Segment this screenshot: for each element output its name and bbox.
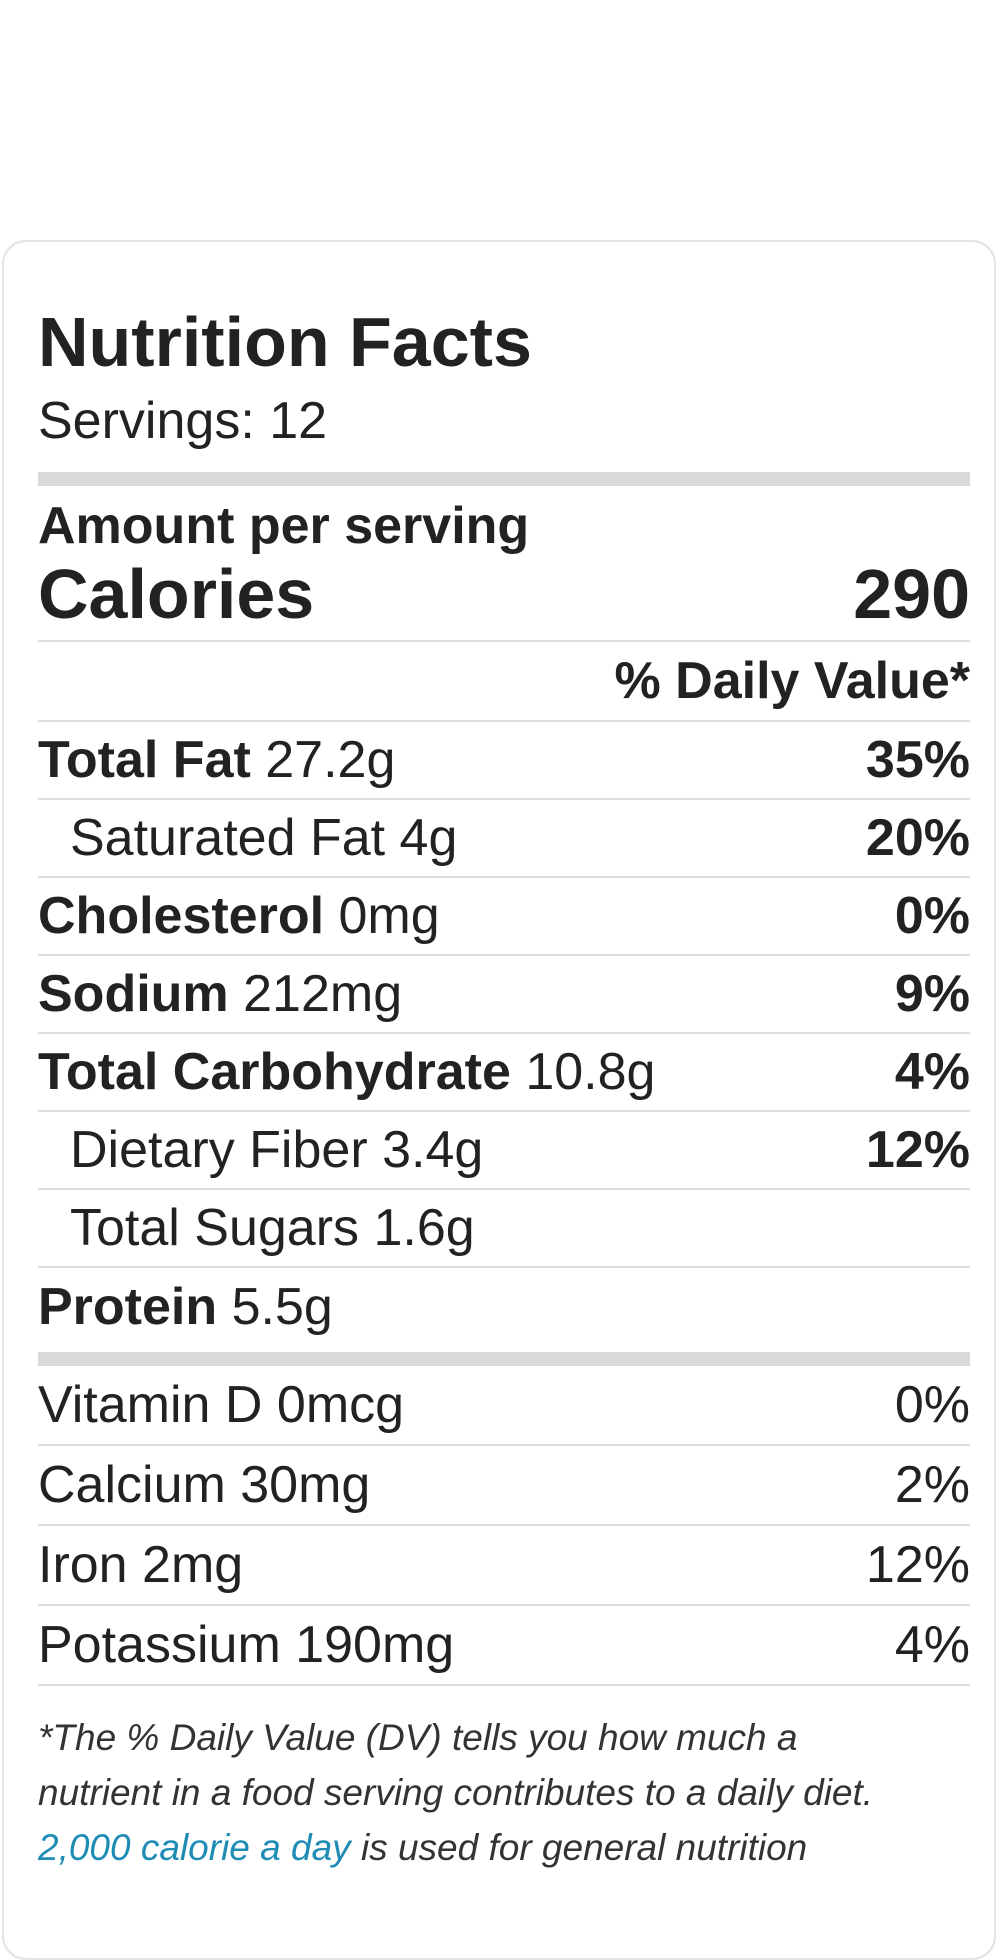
vitamin-pct: 0% bbox=[894, 1376, 970, 1434]
vitamin-row-calcium: Calcium 30mg 2% bbox=[38, 1446, 970, 1526]
vitamin-pct: 12% bbox=[865, 1536, 970, 1594]
calories-row: Calories 290 bbox=[38, 554, 970, 634]
divider bbox=[38, 640, 970, 642]
nutrient-amount: 10.8g bbox=[525, 1043, 656, 1101]
nutrient-row-dietary-fiber: Dietary Fiber 3.4g 12% bbox=[38, 1112, 970, 1190]
footnote: *The % Daily Value (DV) tells you how mu… bbox=[38, 1710, 970, 1875]
vitamin-label: Potassium 190mg bbox=[38, 1616, 455, 1674]
nutrient-row-sodium: Sodium 212mg 9% bbox=[38, 956, 970, 1034]
nutrient-row-total-fat: Total Fat 27.2g 35% bbox=[38, 722, 970, 800]
nutrient-label: Sodium bbox=[38, 965, 229, 1023]
nutrient-amount: 4g bbox=[399, 809, 458, 867]
nutrient-pct: 9% bbox=[894, 965, 970, 1023]
vitamin-row-potassium: Potassium 190mg 4% bbox=[38, 1606, 970, 1686]
vitamin-label: Vitamin D 0mcg bbox=[38, 1376, 405, 1434]
nutrient-pct: 35% bbox=[865, 731, 970, 789]
nutrient-row-saturated-fat: Saturated Fat 4g 20% bbox=[38, 800, 970, 878]
footnote-line-3: 2,000 calorie a day is used for general … bbox=[38, 1820, 970, 1875]
vitamin-row-vitamin-d: Vitamin D 0mcg 0% bbox=[38, 1366, 970, 1446]
nutrient-row-total-sugars: Total Sugars 1.6g bbox=[38, 1190, 970, 1268]
vitamin-row-iron: Iron 2mg 12% bbox=[38, 1526, 970, 1606]
vitamin-pct: 4% bbox=[894, 1616, 970, 1674]
nutrient-label: Saturated Fat bbox=[70, 809, 386, 867]
nutrient-label: Total Carbohydrate bbox=[38, 1043, 511, 1101]
nutrient-amount: 212mg bbox=[243, 965, 403, 1023]
footnote-line-3-rest: is used for general nutrition bbox=[350, 1827, 808, 1868]
calories-label: Calories bbox=[38, 555, 315, 633]
calories-value: 290 bbox=[853, 555, 970, 633]
nutrient-row-protein: Protein 5.5g bbox=[38, 1268, 970, 1346]
nutrient-label: Protein bbox=[38, 1278, 218, 1336]
calorie-day-link[interactable]: 2,000 calorie a day bbox=[38, 1827, 351, 1868]
divider bbox=[38, 720, 970, 722]
nutrient-pct: 20% bbox=[865, 809, 970, 867]
nutrient-amount: 27.2g bbox=[265, 731, 396, 789]
nutrition-title: Nutrition Facts bbox=[38, 303, 532, 381]
footnote-line-1: *The % Daily Value (DV) tells you how mu… bbox=[38, 1717, 798, 1758]
daily-value-header: % Daily Value* bbox=[614, 652, 970, 710]
nutrition-card: Nutrition Facts Servings: 12 Amount per … bbox=[2, 240, 996, 1960]
nutrition-label: Nutrition Facts Servings: 12 Amount per … bbox=[38, 300, 970, 1875]
vitamin-label: Calcium 30mg bbox=[38, 1456, 371, 1514]
footnote-line-2: nutrient in a food serving contributes t… bbox=[38, 1772, 874, 1813]
nutrient-pct: 12% bbox=[865, 1121, 970, 1179]
nutrient-label: Total Fat bbox=[38, 731, 251, 789]
nutrient-label: Total Sugars bbox=[70, 1199, 360, 1257]
nutrient-label: Dietary Fiber bbox=[70, 1121, 368, 1179]
amount-per-serving: Amount per serving bbox=[38, 497, 530, 555]
nutrient-label: Cholesterol bbox=[38, 887, 325, 945]
nutrient-amount: 0mg bbox=[338, 887, 440, 945]
servings: Servings: 12 bbox=[38, 392, 328, 450]
nutrient-pct: 4% bbox=[894, 1043, 970, 1101]
vitamin-pct: 2% bbox=[894, 1456, 970, 1514]
nutrient-amount: 3.4g bbox=[382, 1121, 484, 1179]
nutrient-row-total-carbohydrate: Total Carbohydrate 10.8g 4% bbox=[38, 1034, 970, 1112]
thick-divider bbox=[38, 1352, 970, 1366]
nutrient-row-cholesterol: Cholesterol 0mg 0% bbox=[38, 878, 970, 956]
nutrient-amount: 1.6g bbox=[373, 1199, 475, 1257]
nutrient-amount: 5.5g bbox=[231, 1278, 333, 1336]
vitamin-label: Iron 2mg bbox=[38, 1536, 244, 1594]
thick-divider bbox=[38, 472, 970, 486]
nutrient-pct: 0% bbox=[894, 887, 970, 945]
